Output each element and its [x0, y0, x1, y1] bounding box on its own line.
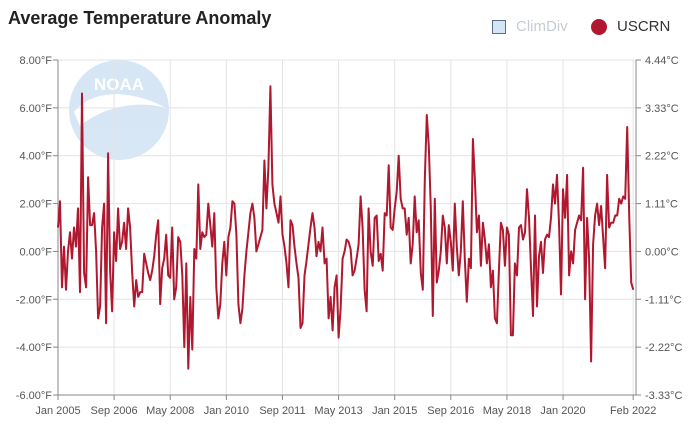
y-tick-label-right: 0.00°C	[645, 246, 679, 258]
legend-item-climdiv[interactable]: ClimDiv	[492, 18, 568, 35]
noaa-logo-bird	[74, 94, 166, 126]
y-axis-right-labels: 4.44°C 3.33°C 2.22°C 1.11°C 0.00°C -1.11°C -2.…	[645, 55, 682, 402]
y-tick-label-right: 4.44°C	[645, 55, 679, 67]
legend-label-climdiv: ClimDiv	[516, 18, 568, 35]
y-tick-label-right: 3.33°C	[645, 103, 679, 115]
y-tick-label-left: -6.00°F	[16, 390, 52, 402]
x-axis-labels: Jan 2005 Sep 2006 May 2008 Jan 2010 Sep 2011…	[35, 405, 656, 417]
x-tick-label: Jan 2005	[35, 405, 80, 417]
climdiv-swatch-icon	[492, 19, 506, 34]
uscrn-swatch-icon	[591, 18, 607, 35]
y-tick-label-right: -2.22°C	[645, 342, 682, 354]
legend-label-uscrn: USCRN	[617, 18, 671, 35]
y-tick-label-right: -3.33°C	[645, 390, 682, 402]
y-tick-label-left: -2.00°F	[16, 294, 52, 306]
y-tick-label-left: 2.00°F	[19, 199, 52, 211]
y-tick-label-right: -1.11°C	[645, 294, 682, 306]
x-tick-label: Feb 2022	[610, 405, 656, 417]
chart-title: Average Temperature Anomaly	[8, 8, 272, 28]
x-tick-label: May 2013	[314, 405, 362, 417]
y-tick-label-right: 1.11°C	[645, 199, 678, 211]
y-axis-left-labels: 8.00°F 6.00°F 4.00°F 2.00°F 0.00°F -2.00°F -4.…	[16, 55, 52, 402]
noaa-logo-circle	[69, 60, 169, 160]
x-tick-label: Sep 2006	[91, 405, 138, 417]
axes	[53, 59, 641, 400]
series-group	[57, 85, 635, 370]
x-tick-label: May 2018	[483, 405, 531, 417]
y-tick-label-left: 6.00°F	[19, 103, 52, 115]
series-line-uscrn[interactable]	[57, 85, 635, 370]
y-tick-label-left: 8.00°F	[19, 55, 52, 67]
x-tick-label: Jan 2015	[372, 405, 417, 417]
x-tick-label: May 2008	[146, 405, 194, 417]
y-tick-label-left: -4.00°F	[16, 342, 52, 354]
legend-item-uscrn[interactable]: USCRN	[591, 18, 670, 35]
x-tick-label: Jan 2020	[540, 405, 585, 417]
x-tick-label: Sep 2011	[259, 405, 305, 417]
y-tick-label-left: 4.00°F	[19, 151, 52, 163]
noaa-logo-watermark: NOAA	[69, 60, 169, 160]
x-tick-label: Jan 2010	[204, 405, 249, 417]
x-tick-label: Sep 2016	[427, 405, 474, 417]
noaa-logo-text: NOAA	[94, 75, 144, 94]
y-tick-label-left: 0.00°F	[19, 246, 52, 258]
y-tick-label-right: 2.22°C	[645, 151, 679, 163]
